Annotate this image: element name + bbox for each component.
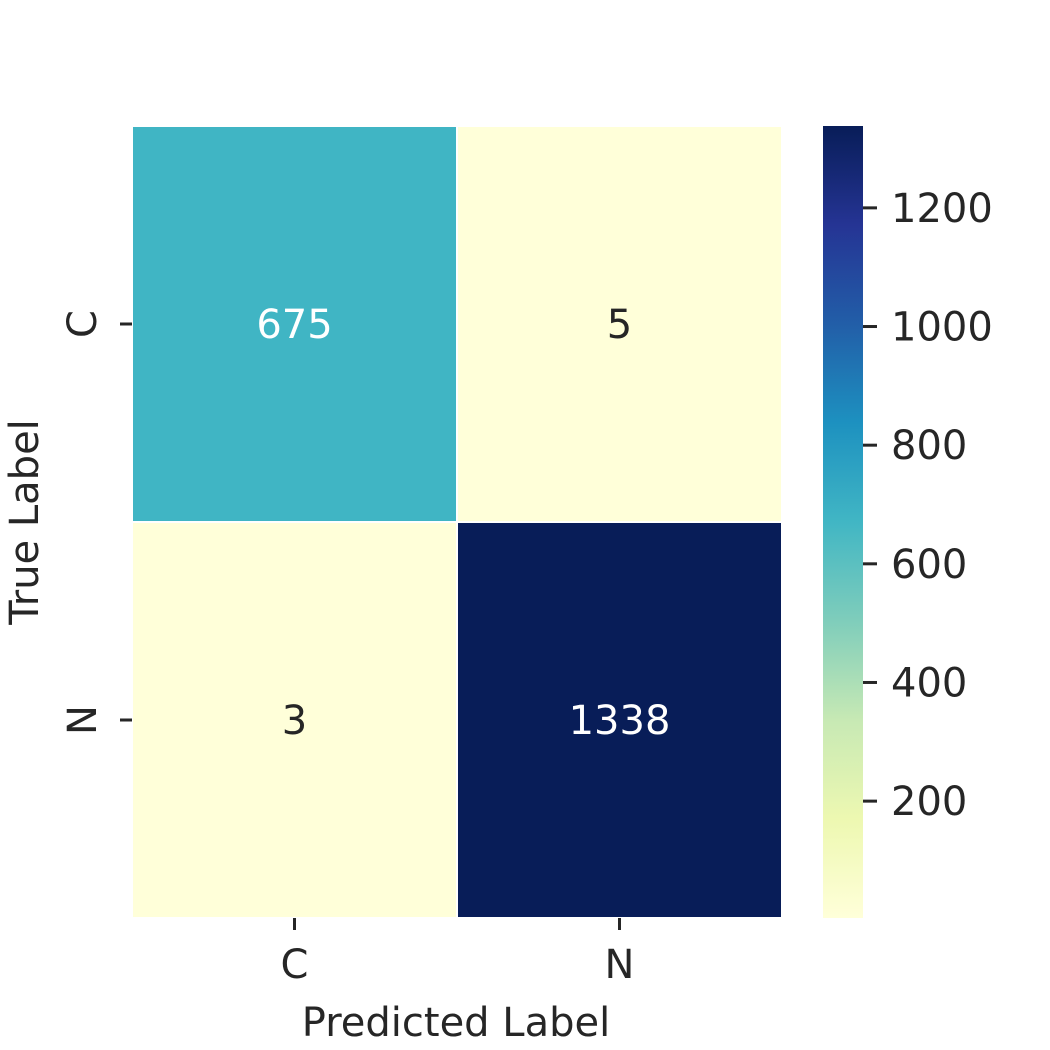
cell-value-label: 1338 <box>569 698 671 744</box>
colorbar-tick-label: 600 <box>891 542 967 588</box>
colorbar-tick-label: 1200 <box>891 186 993 232</box>
y-tick-label: C <box>60 310 106 338</box>
x-tick-label: C <box>281 942 309 988</box>
x-axis-label: Predicted Label <box>302 1000 610 1046</box>
colorbar-tick-label: 400 <box>891 660 967 706</box>
colorbar-tick-label: 200 <box>891 779 967 825</box>
x-tick-label: N <box>605 942 635 988</box>
heatmap-cells <box>131 125 783 919</box>
y-axis-ticks: CN <box>60 310 132 735</box>
y-tick-label: N <box>60 705 106 735</box>
colorbar-tick-label: 1000 <box>891 305 993 351</box>
colorbar <box>823 126 863 918</box>
cell-value-label: 5 <box>607 302 632 348</box>
heatmap-cell <box>131 125 458 523</box>
heatmap-cell-labels: 675 5 3 1338 <box>256 302 670 744</box>
cell-value-label: 3 <box>282 698 307 744</box>
heatmap-cell <box>131 521 458 919</box>
colorbar-ticks: 200 400 600 800 1000 1200 <box>863 186 993 825</box>
y-axis-label: True Label <box>2 419 48 626</box>
heatmap-cell <box>456 125 783 523</box>
heatmap-cell <box>456 521 783 919</box>
colorbar-tick-label: 800 <box>891 423 967 469</box>
cell-value-label: 675 <box>256 302 332 348</box>
